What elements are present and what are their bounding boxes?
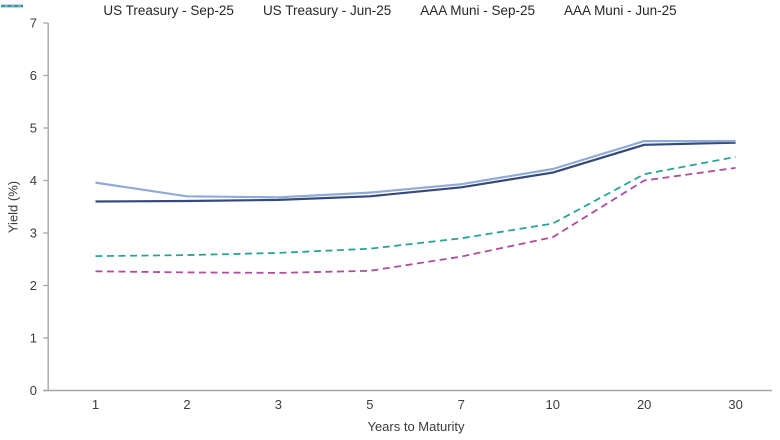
x-tick-label: 30 xyxy=(728,397,742,412)
legend-label: US Treasury - Jun-25 xyxy=(262,3,392,18)
y-tick-label: 7 xyxy=(30,16,37,31)
x-tick-label: 3 xyxy=(275,397,282,412)
y-tick-label: 1 xyxy=(30,331,37,346)
x-tick-label: 1 xyxy=(92,397,99,412)
y-tick-label: 6 xyxy=(30,68,37,83)
x-tick-label: 20 xyxy=(637,397,651,412)
series-line-aaa-muni-jun-25 xyxy=(95,156,736,257)
y-tick-label: 0 xyxy=(30,383,37,398)
dashed-line-swatch-icon xyxy=(1,5,23,7)
series-line-aaa-muni-sep-25 xyxy=(95,167,736,274)
series-line-us-treasury-jun-25 xyxy=(95,140,736,199)
y-tick-label: 2 xyxy=(30,278,37,293)
series-line-us-treasury-sep-25 xyxy=(95,141,736,203)
y-axis-title: Yield (%) xyxy=(5,180,21,234)
legend-label: AAA Muni - Sep-25 xyxy=(420,3,536,18)
x-tick-label: 7 xyxy=(458,397,465,412)
legend-item-aaa-muni-jun-25: AAA Muni - Jun-25 xyxy=(1,3,677,18)
legend-label: AAA Muni - Jun-25 xyxy=(564,3,677,18)
x-tick-label: 10 xyxy=(546,397,560,412)
x-tick-label: 2 xyxy=(183,397,190,412)
y-tick-label: 3 xyxy=(30,226,37,241)
y-tick-label: 4 xyxy=(30,173,37,188)
x-tick-label: 5 xyxy=(366,397,373,412)
x-axis-title: Years to Maturity xyxy=(367,419,465,434)
legend-label: US Treasury - Sep-25 xyxy=(103,3,234,18)
y-tick-label: 5 xyxy=(30,121,37,136)
legend: US Treasury - Sep-25 US Treasury - Jun-25… xyxy=(0,3,780,18)
